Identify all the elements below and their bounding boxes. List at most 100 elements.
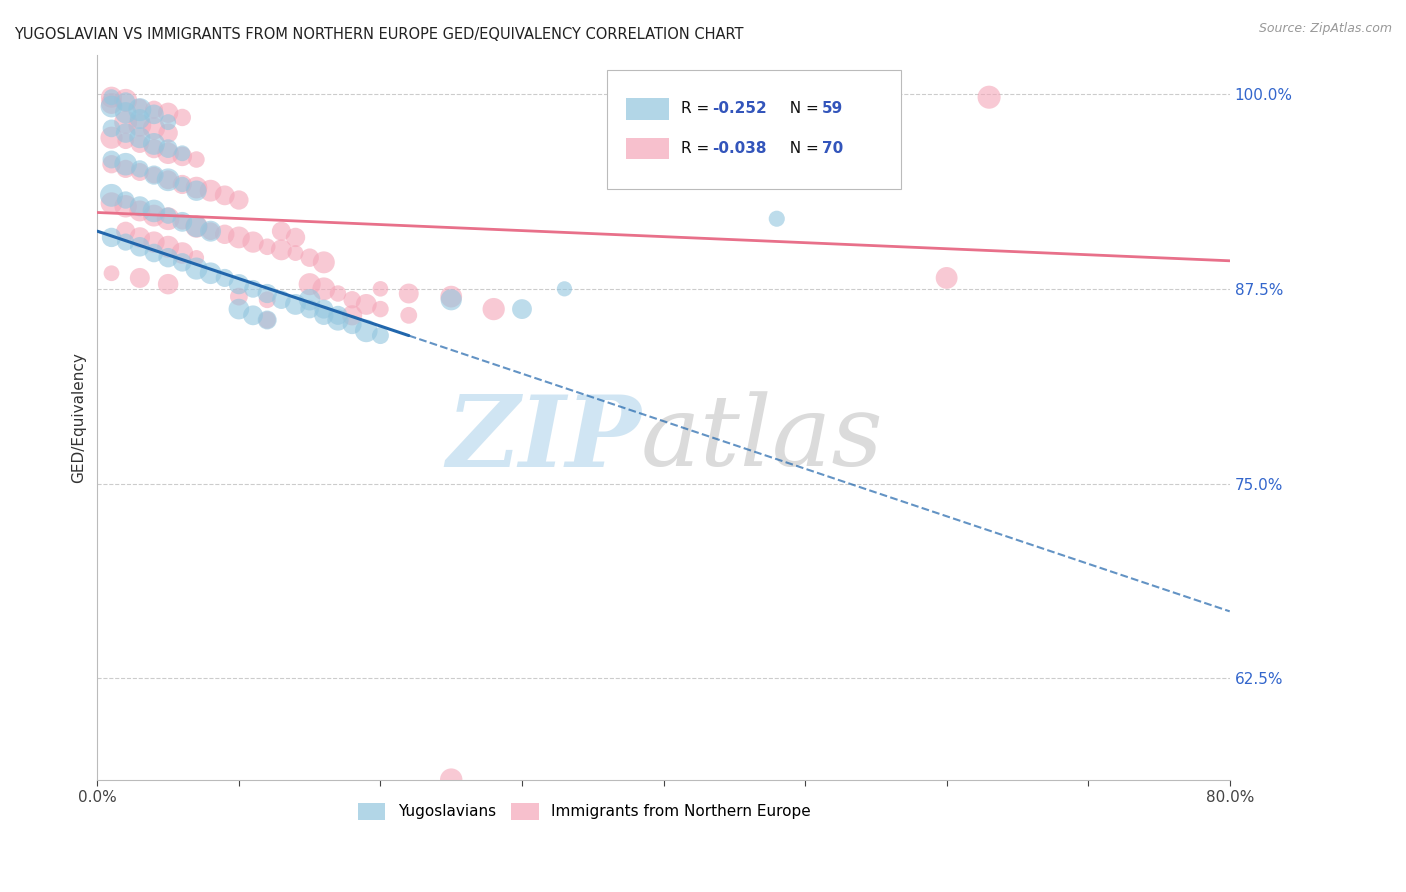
Point	[114, 115, 136, 129]
Point	[114, 105, 136, 120]
Point	[128, 103, 150, 117]
Point	[340, 293, 363, 307]
Point	[228, 230, 250, 244]
Point	[200, 184, 222, 198]
Point	[186, 153, 208, 167]
Point	[128, 118, 150, 132]
Point	[242, 282, 264, 296]
Point	[100, 90, 122, 104]
Point	[553, 282, 575, 296]
Point	[114, 157, 136, 171]
Point	[157, 142, 180, 156]
Point	[143, 168, 166, 182]
Point	[326, 309, 349, 323]
Point	[228, 290, 250, 304]
Point	[128, 161, 150, 176]
Point	[143, 107, 166, 121]
Point	[100, 230, 122, 244]
FancyBboxPatch shape	[626, 98, 669, 120]
Point	[157, 105, 180, 120]
Point	[100, 96, 122, 111]
Point	[284, 297, 307, 311]
Point	[157, 173, 180, 187]
Point	[100, 90, 122, 104]
Point	[200, 224, 222, 238]
Text: 70: 70	[823, 141, 844, 156]
Point	[100, 157, 122, 171]
Point	[172, 178, 194, 192]
Point	[114, 235, 136, 249]
Point	[186, 261, 208, 276]
Point	[157, 211, 180, 226]
Point	[298, 302, 321, 317]
Point	[100, 153, 122, 167]
Point	[143, 121, 166, 136]
Point	[200, 266, 222, 280]
Point	[100, 188, 122, 202]
Point	[370, 328, 392, 343]
Point	[440, 772, 463, 787]
Point	[172, 146, 194, 161]
Text: -0.038: -0.038	[713, 141, 766, 156]
Point	[765, 211, 787, 226]
Y-axis label: GED/Equivalency: GED/Equivalency	[72, 352, 86, 483]
Point	[440, 290, 463, 304]
Point	[114, 95, 136, 109]
Point	[186, 219, 208, 234]
Text: 59: 59	[823, 102, 844, 116]
Point	[157, 251, 180, 265]
Point	[157, 126, 180, 140]
Point	[157, 146, 180, 161]
Point	[256, 286, 278, 301]
Text: R =: R =	[681, 102, 714, 116]
Point	[128, 271, 150, 285]
Point	[256, 240, 278, 254]
Point	[312, 309, 335, 323]
Text: atlas: atlas	[641, 392, 883, 487]
Point	[977, 90, 1000, 104]
Point	[172, 215, 194, 229]
Point	[143, 209, 166, 223]
Point	[128, 240, 150, 254]
Point	[157, 240, 180, 254]
Point	[214, 271, 236, 285]
Point	[100, 99, 122, 113]
Point	[114, 161, 136, 176]
Point	[128, 99, 150, 113]
Point	[172, 215, 194, 229]
Point	[186, 219, 208, 234]
Text: N =: N =	[780, 102, 824, 116]
Text: -0.252: -0.252	[713, 102, 768, 116]
Point	[256, 313, 278, 327]
FancyBboxPatch shape	[607, 70, 901, 189]
Point	[440, 293, 463, 307]
Point	[214, 188, 236, 202]
Point	[157, 277, 180, 292]
Point	[100, 121, 122, 136]
Point	[143, 142, 166, 156]
Point	[340, 309, 363, 323]
Point	[114, 193, 136, 207]
Text: R =: R =	[681, 141, 714, 156]
Point	[270, 224, 292, 238]
Point	[312, 255, 335, 269]
Text: YUGOSLAVIAN VS IMMIGRANTS FROM NORTHERN EUROPE GED/EQUIVALENCY CORRELATION CHART: YUGOSLAVIAN VS IMMIGRANTS FROM NORTHERN …	[14, 27, 744, 42]
Point	[157, 173, 180, 187]
Point	[356, 324, 378, 338]
Text: ZIP: ZIP	[446, 391, 641, 487]
Point	[114, 93, 136, 107]
Point	[172, 255, 194, 269]
Point	[143, 203, 166, 218]
Point	[100, 266, 122, 280]
Point	[128, 199, 150, 213]
Legend: Yugoslavians, Immigrants from Northern Europe: Yugoslavians, Immigrants from Northern E…	[352, 797, 817, 826]
Point	[370, 282, 392, 296]
Point	[128, 165, 150, 179]
Text: Source: ZipAtlas.com: Source: ZipAtlas.com	[1258, 22, 1392, 36]
Point	[114, 134, 136, 148]
Point	[242, 235, 264, 249]
Point	[114, 126, 136, 140]
Point	[143, 103, 166, 117]
Point	[370, 302, 392, 317]
Point	[482, 302, 505, 317]
